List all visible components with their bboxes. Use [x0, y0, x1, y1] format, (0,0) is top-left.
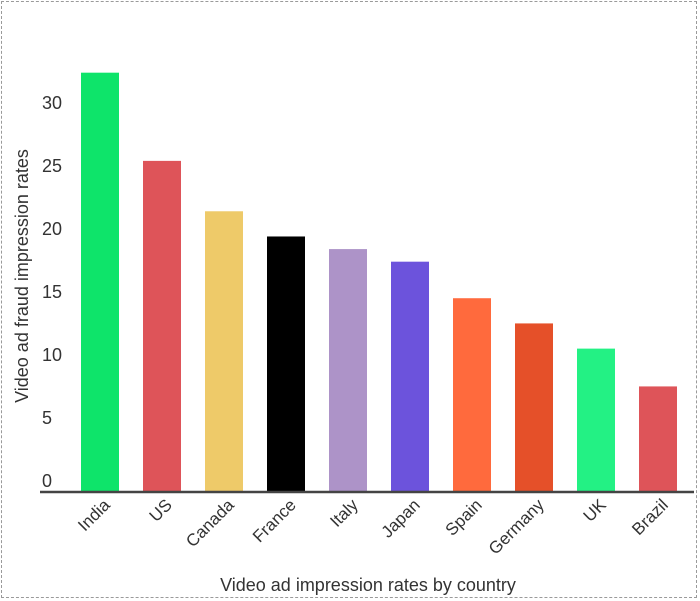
y-tick-label: 10 — [42, 345, 62, 365]
x-axis-title: Video ad impression rates by country — [220, 575, 516, 595]
bars — [81, 72, 677, 492]
x-tick-label: France — [249, 495, 300, 546]
x-tick-label: Brazil — [628, 495, 671, 538]
y-tick-label: 15 — [42, 282, 62, 302]
x-axis-ticks: India US Canada France Italy Japan Spain German… — [74, 495, 672, 558]
x-tick-label: Germany — [485, 495, 548, 558]
bar-france — [267, 236, 305, 491]
bar-japan — [391, 261, 429, 491]
bar-canada — [205, 211, 243, 491]
y-axis-title: Video ad fraud impression rates — [12, 149, 32, 403]
x-tick-label: Japan — [378, 495, 424, 541]
x-tick-label: Spain — [442, 495, 486, 539]
x-tick-label: UK — [580, 495, 611, 526]
y-axis-ticks: 0 5 10 15 20 25 30 — [42, 93, 62, 491]
bar-uk — [577, 348, 615, 491]
bar-spain — [453, 298, 491, 491]
x-tick-label: US — [146, 495, 176, 525]
x-tick-label: Canada — [182, 495, 238, 551]
bar-us — [143, 160, 181, 491]
y-tick-label: 20 — [42, 219, 62, 239]
x-tick-label: India — [74, 495, 114, 535]
bar-india — [81, 72, 119, 492]
x-tick-label: Italy — [326, 495, 362, 531]
y-tick-label: 25 — [42, 156, 62, 176]
y-tick-label: 30 — [42, 93, 62, 113]
bar-germany — [515, 323, 553, 491]
y-tick-label: 5 — [42, 408, 52, 428]
bar-italy — [329, 249, 367, 491]
y-tick-label: 0 — [42, 471, 52, 491]
bar-brazil — [639, 386, 677, 491]
